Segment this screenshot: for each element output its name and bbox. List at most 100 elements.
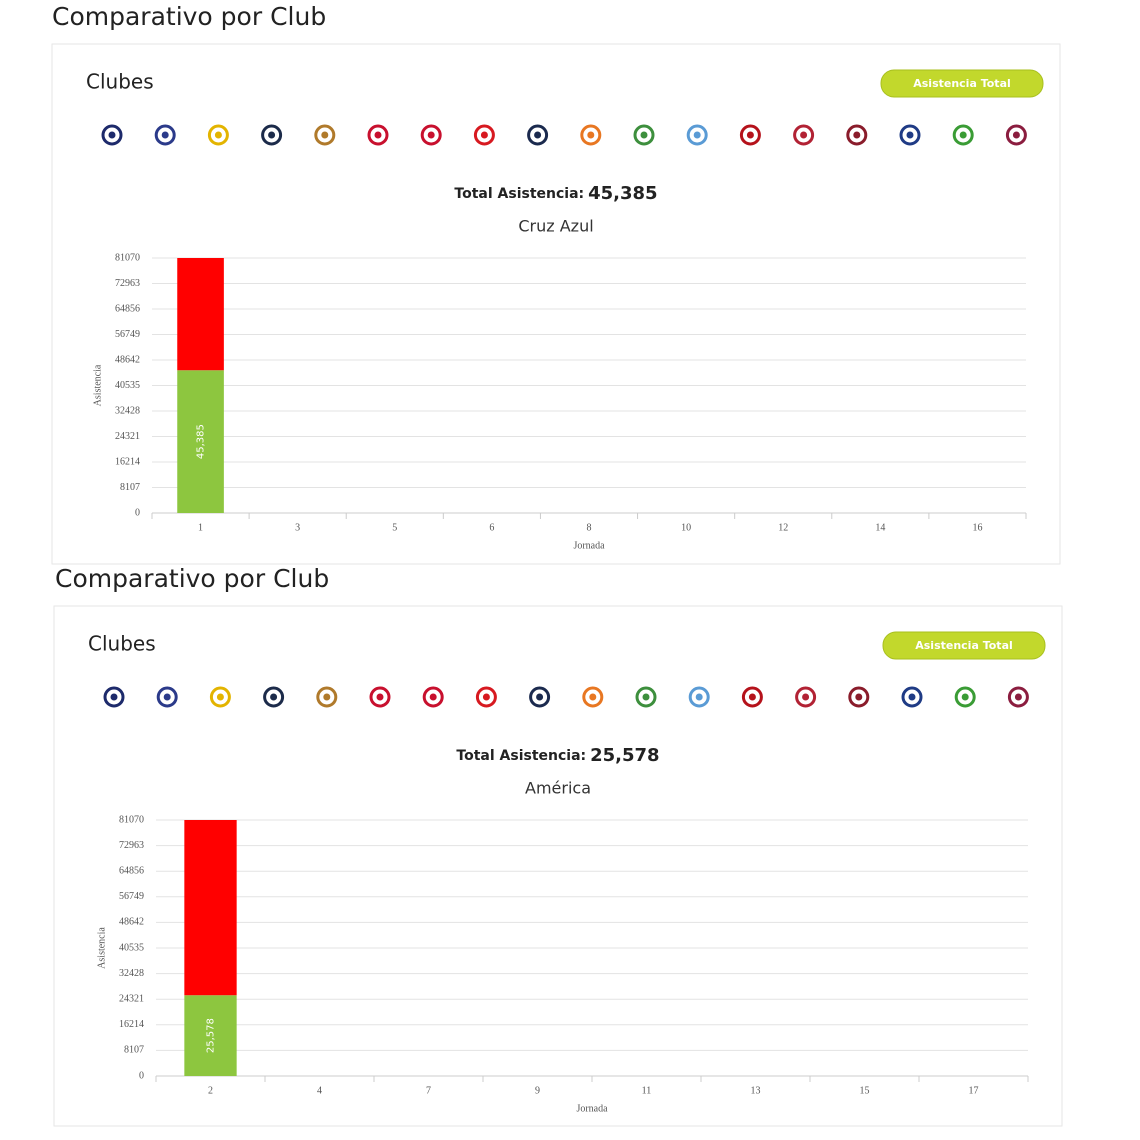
bar-segment (184, 995, 237, 1076)
x-tick-label: 1 (198, 522, 203, 533)
y-tick-label: 0 (139, 1070, 144, 1081)
x-tick-label: 15 (860, 1085, 870, 1096)
x-tick-label: 7 (426, 1085, 431, 1096)
x-tick-label: 4 (317, 1085, 322, 1096)
club-logo-center (216, 693, 224, 701)
x-tick-label: 5 (392, 522, 397, 533)
club-logo-center (746, 131, 754, 139)
club-logo-center (802, 693, 810, 701)
club-logo-center (214, 131, 222, 139)
club-logo-center (110, 693, 118, 701)
club-logo-center (1014, 693, 1022, 701)
y-tick-label: 72963 (115, 278, 140, 289)
x-axis-label: Jornada (573, 540, 605, 551)
total-button[interactable] (880, 69, 1044, 98)
y-tick-label: 40535 (119, 942, 144, 953)
club-logo-center (589, 693, 597, 701)
y-tick-label: 64856 (119, 865, 144, 876)
club-logo-center (323, 693, 331, 701)
x-tick-label: 10 (681, 522, 691, 533)
y-tick-label: 0 (135, 507, 140, 518)
club-logo-center (270, 693, 278, 701)
x-tick-label: 12 (778, 522, 788, 533)
club-logo-center (640, 131, 648, 139)
y-tick-label: 56749 (119, 891, 144, 902)
y-tick-label: 24321 (119, 993, 144, 1004)
club-logo-center (908, 693, 916, 701)
club-logo-center (429, 693, 437, 701)
y-tick-label: 81070 (115, 252, 140, 263)
club-logo-center (108, 131, 116, 139)
y-tick-label: 48642 (119, 917, 144, 928)
club-logo-center (321, 131, 329, 139)
total-button[interactable] (882, 631, 1046, 660)
total-button-label[interactable]: Asistencia Total (913, 77, 1011, 90)
y-tick-label: 81070 (119, 814, 144, 825)
y-axis-label: Asistencia (92, 364, 103, 406)
club-logo-center (374, 131, 382, 139)
club-logo-center (853, 131, 861, 139)
total-attendance: Total Asistencia: 25,578 (456, 745, 659, 766)
club-logo-center (748, 693, 756, 701)
bar-segment (177, 370, 224, 513)
club-logo-center (693, 131, 701, 139)
x-axis-label: Jornada (576, 1103, 608, 1114)
y-tick-label: 32428 (119, 968, 144, 979)
x-tick-label: 16 (972, 522, 982, 533)
club-logo-center (800, 131, 808, 139)
total-value: 45,385 (588, 183, 657, 204)
bar-segment (177, 258, 224, 371)
total-attendance: Total Asistencia: 45,385 (454, 183, 657, 204)
section-heading: Comparativo por Club (52, 2, 326, 31)
bar-value-label: 25,578 (206, 1018, 217, 1053)
clubs-label: Clubes (88, 632, 156, 656)
x-tick-label: 3 (295, 522, 300, 533)
y-tick-label: 48642 (115, 354, 140, 365)
y-axis-label: Asistencia (96, 927, 107, 969)
x-tick-label: 17 (969, 1085, 979, 1096)
total-button-label[interactable]: Asistencia Total (915, 639, 1013, 652)
club-logo-center (1012, 131, 1020, 139)
y-tick-label: 16214 (119, 1019, 144, 1030)
club-logo-center (959, 131, 967, 139)
bar-segment (184, 820, 237, 996)
club-logo-center (427, 131, 435, 139)
club-logo-center (163, 693, 171, 701)
club-logo-center (642, 693, 650, 701)
y-tick-label: 8107 (124, 1045, 144, 1056)
bar-value-label: 45,385 (196, 424, 207, 459)
x-tick-label: 2 (208, 1085, 213, 1096)
y-tick-label: 16214 (115, 456, 140, 467)
club-logo-center (906, 131, 914, 139)
club-logo-center (480, 131, 488, 139)
x-tick-label: 8 (587, 522, 592, 533)
club-logo-center (534, 131, 542, 139)
club-logo-center (695, 693, 703, 701)
x-tick-label: 6 (489, 522, 494, 533)
club-name: América (525, 779, 591, 798)
club-logo-center (161, 131, 169, 139)
section-heading: Comparativo por Club (55, 564, 329, 593)
club-logo-center (536, 693, 544, 701)
y-tick-label: 56749 (115, 329, 140, 340)
club-logo-center (268, 131, 276, 139)
y-tick-label: 32428 (115, 405, 140, 416)
x-tick-label: 13 (751, 1085, 761, 1096)
club-logo-center (961, 693, 969, 701)
y-tick-label: 8107 (120, 482, 140, 493)
total-value: 25,578 (590, 745, 659, 766)
club-logo-center (855, 693, 863, 701)
club-logo-center (482, 693, 490, 701)
club-logo-center (587, 131, 595, 139)
club-logo-center (376, 693, 384, 701)
x-tick-label: 11 (642, 1085, 652, 1096)
y-tick-label: 40535 (115, 380, 140, 391)
total-label: Total Asistencia: (454, 186, 584, 202)
y-tick-label: 24321 (115, 431, 140, 442)
club-name: Cruz Azul (518, 217, 593, 236)
y-tick-label: 72963 (119, 840, 144, 851)
total-label: Total Asistencia: (456, 748, 586, 764)
clubs-label: Clubes (86, 70, 154, 94)
y-tick-label: 64856 (115, 303, 140, 314)
